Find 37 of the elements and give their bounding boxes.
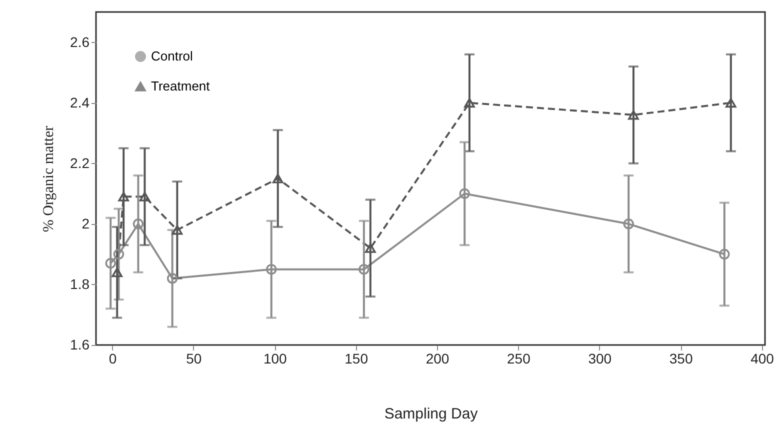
y-tick-label: 2.2 [70, 154, 90, 171]
x-tick-label: 150 [344, 350, 368, 366]
y-tick-label: 1.8 [70, 276, 90, 292]
x-tick-label: 50 [186, 350, 202, 366]
point [266, 264, 277, 275]
point [464, 98, 475, 108]
point [172, 225, 183, 235]
point [459, 188, 470, 199]
legend-label: Control [151, 48, 194, 64]
point [139, 192, 150, 202]
x-tick-label: 400 [750, 350, 774, 366]
x-tick-label: 350 [669, 350, 693, 366]
point [132, 218, 144, 230]
y-tick-label: 2 [82, 215, 90, 232]
point [623, 218, 634, 230]
x-tick-label: 0 [108, 350, 117, 366]
y-axis-title: % Organic matter [41, 126, 58, 232]
y-tick-label: 2.4 [70, 94, 90, 110]
point [365, 243, 376, 253]
point [166, 273, 178, 284]
point [113, 248, 124, 260]
point [628, 110, 639, 120]
legend-label: Treatment [151, 78, 210, 94]
x-tick-label: 250 [507, 350, 531, 366]
x-tick-label: 100 [263, 350, 288, 366]
x-axis-title: Sampling Day [384, 406, 478, 422]
y-tick-label: 1.6 [70, 336, 90, 352]
point [118, 192, 129, 202]
point [726, 98, 736, 108]
x-tick-label: 300 [588, 350, 612, 366]
point [112, 268, 122, 278]
point [105, 258, 116, 269]
x-tick-label: 200 [426, 350, 450, 366]
point [358, 264, 370, 275]
point [719, 248, 730, 260]
y-tick-label: 2.6 [70, 34, 90, 50]
point [272, 174, 284, 184]
